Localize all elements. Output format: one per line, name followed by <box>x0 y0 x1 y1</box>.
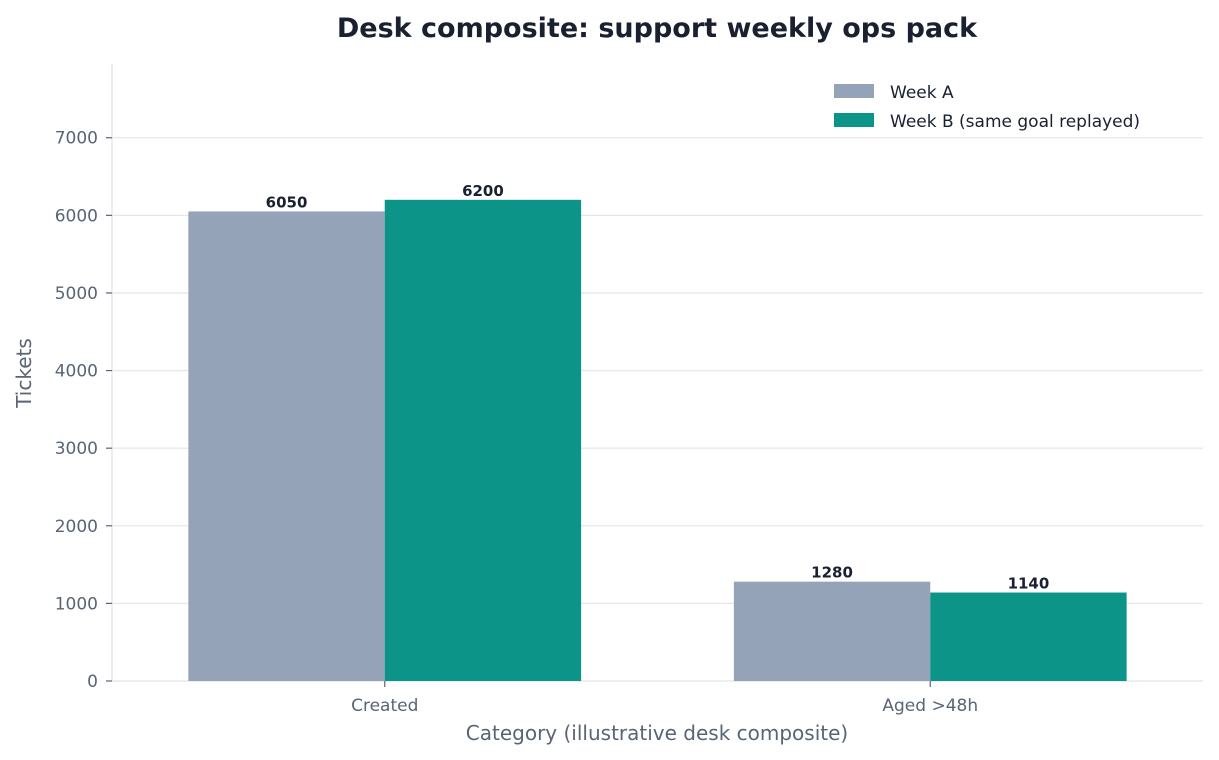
chart-title: Desk composite: support weekly ops pack <box>337 13 978 44</box>
y-axis-label: Tickets <box>12 338 36 409</box>
bar-value-label: 1140 <box>1008 575 1050 593</box>
bars <box>188 199 1127 682</box>
legend: Week A Week B (same goal replayed) <box>834 83 1140 132</box>
legend-swatch-week-b <box>834 113 874 127</box>
bar-value-label: 6050 <box>266 193 308 211</box>
y-tick-label: 6000 <box>55 206 98 226</box>
bar <box>930 592 1127 681</box>
y-tick-label: 2000 <box>55 517 98 537</box>
bar <box>733 581 931 681</box>
legend-label-week-a: Week A <box>890 83 954 103</box>
y-tick-label: 5000 <box>55 284 98 304</box>
bar <box>384 199 582 681</box>
data-labels: 6050 6200 1280 1140 <box>266 182 1050 593</box>
legend-swatch-week-a <box>834 84 874 98</box>
x-axis-ticks: Created Aged >48h <box>351 681 978 716</box>
y-tick-label: 3000 <box>55 439 98 459</box>
x-axis-label: Category (illustrative desk composite) <box>466 721 848 745</box>
x-tick-label: Aged >48h <box>882 696 978 716</box>
y-axis-ticks: 0 1000 2000 3000 4000 5000 6000 7000 <box>55 129 112 692</box>
y-tick-label: 4000 <box>55 362 98 382</box>
bar-value-label: 1280 <box>811 564 853 582</box>
y-tick-label: 7000 <box>55 129 98 149</box>
bar-value-label: 6200 <box>462 182 504 200</box>
bar <box>188 211 385 682</box>
y-tick-label: 1000 <box>55 594 98 614</box>
x-tick-label: Created <box>351 696 418 716</box>
legend-label-week-b: Week B (same goal replayed) <box>890 112 1140 132</box>
y-tick-label: 0 <box>87 672 98 692</box>
